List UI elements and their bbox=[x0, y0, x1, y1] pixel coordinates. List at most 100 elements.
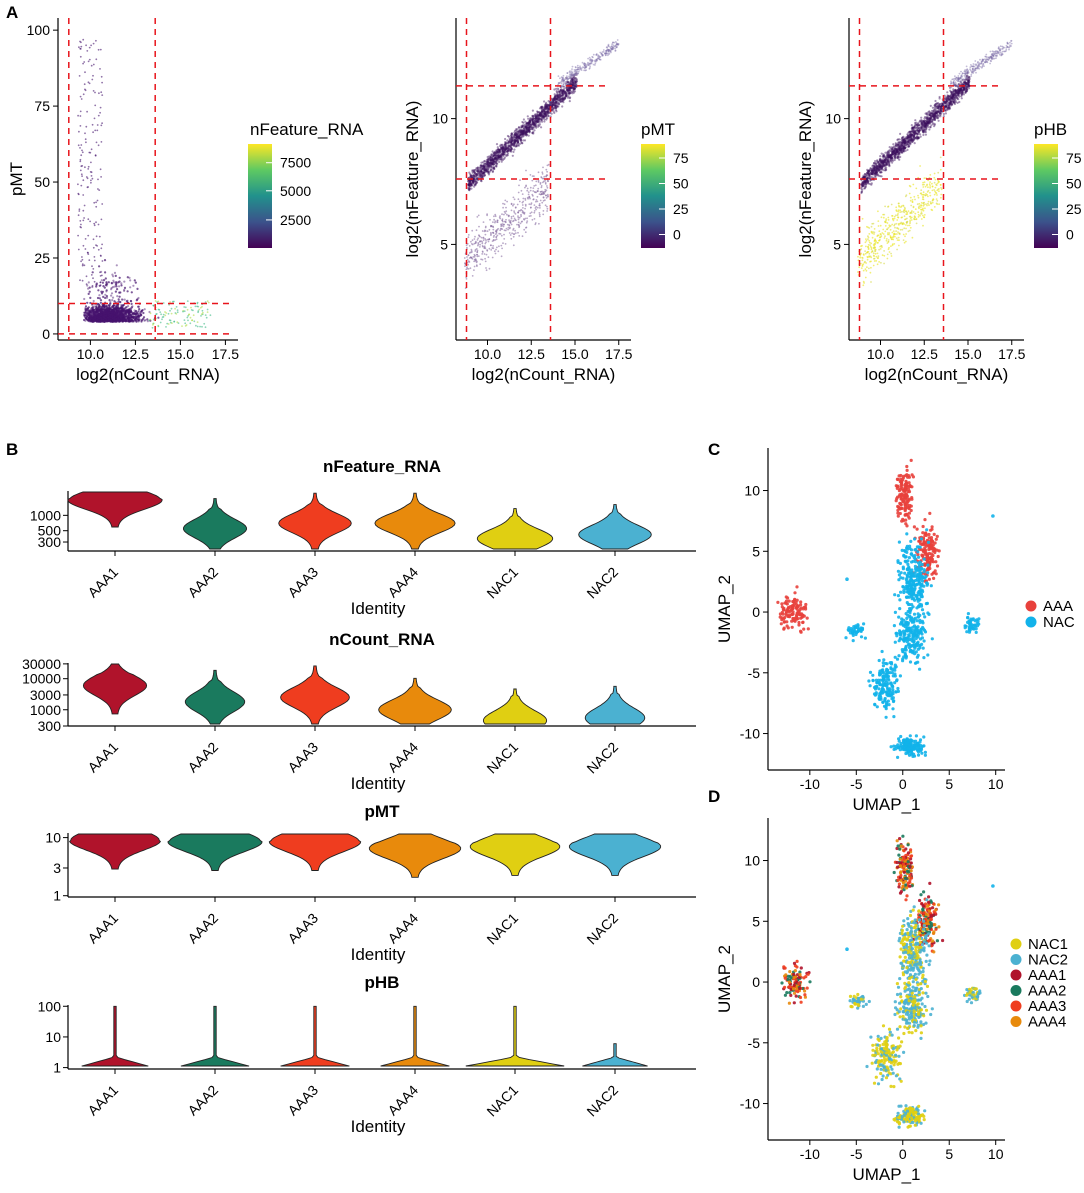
a1-cell-point bbox=[138, 308, 141, 311]
a1-cell-point bbox=[173, 320, 176, 323]
a1-cell-point bbox=[206, 308, 209, 311]
a1-cell-point bbox=[91, 285, 94, 287]
a1-x-axis-title: log2(nCount_RNA) bbox=[76, 365, 220, 384]
a1-cell-point bbox=[162, 313, 165, 316]
a2-cell-point bbox=[529, 123, 532, 126]
a1-cell-point bbox=[97, 144, 100, 147]
a2-cell-point bbox=[509, 234, 512, 236]
a1-cell-point bbox=[201, 309, 204, 312]
a2-cell-point bbox=[488, 247, 491, 250]
a1-x-tick-label: 15.0 bbox=[167, 346, 194, 362]
a2-cell-point bbox=[521, 220, 523, 223]
a1-cell-point bbox=[161, 318, 163, 321]
a2-cell-point bbox=[599, 56, 601, 58]
a2-cell-point bbox=[506, 213, 508, 216]
a1-cell-point bbox=[152, 322, 155, 325]
a2-cell-point bbox=[513, 148, 516, 151]
a1-cell-point bbox=[117, 298, 120, 301]
a1-cell-point bbox=[99, 299, 103, 302]
a2-cell-point bbox=[538, 110, 541, 114]
a2-cell-point bbox=[614, 41, 617, 43]
a1-cell-point bbox=[89, 296, 92, 299]
a2-cell-point bbox=[492, 221, 494, 224]
panel-letter-c: C bbox=[708, 440, 720, 459]
a1-cell-point bbox=[126, 276, 129, 279]
a1-cell-point bbox=[120, 312, 123, 315]
a1-cell-point bbox=[85, 125, 88, 128]
a1-cell-point bbox=[98, 92, 100, 95]
a1-cell-point bbox=[169, 309, 171, 312]
a2-cell-point bbox=[506, 154, 509, 157]
a1-cell-point bbox=[146, 318, 149, 321]
a2-cell-point bbox=[473, 238, 476, 240]
a2-cell-point bbox=[522, 118, 526, 121]
a1-cell-point bbox=[92, 277, 94, 280]
a1-cell-point bbox=[132, 316, 135, 319]
a1-cell-point bbox=[108, 311, 111, 314]
a1-cell-point bbox=[106, 318, 109, 321]
a2-cell-point bbox=[543, 111, 547, 114]
a1-cell-point bbox=[103, 296, 107, 299]
a2-cell-point bbox=[524, 197, 527, 200]
a2-cell-point bbox=[553, 96, 556, 99]
a1-cell-point bbox=[199, 306, 202, 309]
a1-cell-point bbox=[166, 322, 169, 325]
a1-cell-point bbox=[95, 235, 98, 238]
a1-cell-point bbox=[79, 220, 82, 222]
a1-cell-point bbox=[149, 318, 152, 321]
a1-cell-point bbox=[88, 46, 91, 49]
a1-cell-point bbox=[98, 306, 101, 309]
a1-cell-point bbox=[192, 314, 195, 317]
a2-cell-point bbox=[533, 120, 536, 123]
a1-cell-point bbox=[90, 181, 92, 184]
a1-cell-point bbox=[77, 114, 79, 117]
a1-cell-point bbox=[82, 38, 85, 41]
a2-cell-point bbox=[604, 54, 607, 57]
a2-cell-point bbox=[503, 203, 506, 206]
a2-cell-point bbox=[568, 73, 571, 76]
a1-cell-point bbox=[160, 313, 163, 316]
a1-cell-point bbox=[113, 314, 116, 317]
a1-cell-point bbox=[100, 176, 102, 178]
a1-cell-point bbox=[196, 302, 199, 305]
a1-cell-point bbox=[115, 317, 118, 320]
a1-cell-point bbox=[88, 290, 91, 293]
a2-cell-point bbox=[521, 120, 524, 124]
a1-y-tick-label: 0 bbox=[42, 326, 50, 342]
a2-cell-point bbox=[588, 56, 591, 59]
a2-cell-point bbox=[587, 57, 589, 60]
a1-cell-point bbox=[102, 312, 105, 315]
a2-cell-point bbox=[520, 142, 524, 145]
a2-cell-point bbox=[489, 166, 492, 169]
a1-cell-point bbox=[78, 130, 80, 133]
a2-cell-point bbox=[486, 249, 489, 252]
a1-cell-point bbox=[133, 279, 136, 282]
a1-cell-point bbox=[184, 325, 187, 327]
a1-cell-point bbox=[95, 244, 97, 247]
a2-cell-point bbox=[538, 117, 541, 120]
a1-cell-point bbox=[99, 316, 102, 319]
a2-cell-point bbox=[501, 153, 504, 156]
a2-cell-point bbox=[499, 156, 502, 159]
a1-cell-point bbox=[115, 264, 118, 267]
a2-cell-point bbox=[532, 190, 535, 192]
a2-cell-point bbox=[495, 150, 499, 153]
a1-cell-point bbox=[86, 309, 89, 312]
a1-legend-tick-label: 7500 bbox=[280, 155, 311, 171]
a1-cell-point bbox=[120, 282, 123, 285]
a2-cell-point bbox=[599, 58, 602, 61]
a2-cell-point bbox=[491, 169, 495, 173]
a1-cell-point bbox=[97, 313, 100, 316]
a1-cell-point bbox=[83, 297, 86, 301]
a2-cell-point bbox=[585, 66, 587, 69]
a1-cell-point bbox=[110, 292, 114, 295]
a1-cell-point bbox=[101, 314, 104, 317]
a2-cell-point bbox=[514, 213, 517, 215]
a1-cell-point bbox=[129, 286, 132, 289]
a2-cell-point bbox=[484, 257, 486, 260]
a2-cell-point bbox=[495, 143, 499, 146]
a2-cell-point bbox=[559, 88, 562, 92]
a2-cell-point bbox=[501, 213, 503, 216]
a1-cell-point bbox=[98, 318, 101, 321]
a1-cell-point bbox=[80, 260, 82, 263]
